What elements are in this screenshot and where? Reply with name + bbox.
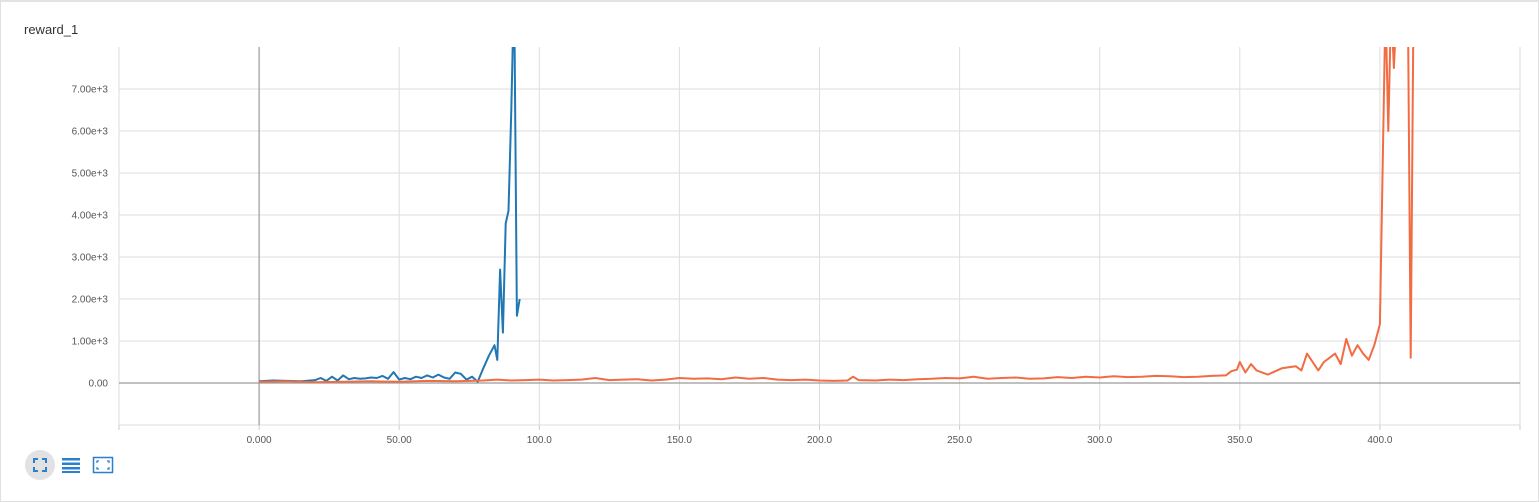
y-tick-label: 0.00 (89, 379, 109, 390)
x-tick-label: 0.000 (247, 435, 272, 446)
series-group (259, 0, 1415, 384)
y-tick-label: 6.00e+3 (72, 127, 109, 138)
grid (118, 47, 1521, 430)
series-line-run_1[interactable] (259, 0, 521, 383)
toggle-log-icon (62, 458, 80, 473)
y-tick-label: 2.00e+3 (72, 295, 109, 306)
y-tick-label: 7.00e+3 (72, 85, 109, 96)
fit-domain-icon (33, 458, 47, 472)
zero-lines (119, 47, 1520, 425)
x-tick-label: 200.0 (807, 435, 832, 446)
y-tick-label: 3.00e+3 (72, 253, 109, 264)
x-tick-label: 100.0 (527, 435, 552, 446)
y-tick-label: 5.00e+3 (72, 169, 109, 180)
y-tick-label: 1.00e+3 (72, 337, 109, 348)
chart-title: reward_1 (24, 22, 79, 37)
x-tick-label: 350.0 (1227, 435, 1252, 446)
expand-chart-button[interactable] (88, 450, 118, 480)
series-line-run_2[interactable] (259, 5, 1415, 384)
y-tick-label: 4.00e+3 (72, 211, 109, 222)
x-tick-label: 150.0 (667, 435, 692, 446)
tick-labels: 0.000 50.00 100.0 150.0 200.0 250.0 300.0 350.0… (72, 85, 1393, 447)
x-tick-label: 250.0 (947, 435, 972, 446)
x-tick-label: 400.0 (1367, 435, 1392, 446)
x-tick-label: 300.0 (1087, 435, 1112, 446)
expand-chart-icon (92, 456, 114, 474)
fit-domain-button[interactable] (25, 450, 55, 480)
x-tick-label: 50.00 (387, 435, 412, 446)
toggle-log-scale-button[interactable] (56, 450, 86, 480)
